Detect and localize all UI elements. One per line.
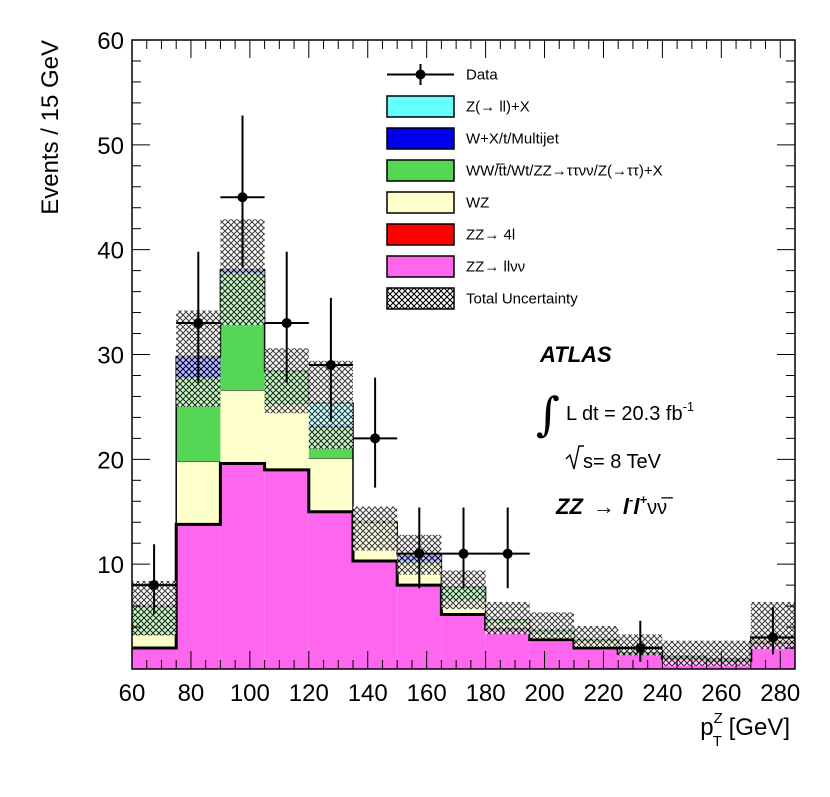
axes: 60 80 100 120 140 160 180 200 220 240 260 280 10 20 30… bbox=[97, 28, 800, 707]
stack-bar bbox=[264, 469, 309, 669]
legend-swatch bbox=[386, 223, 455, 246]
data-point bbox=[149, 580, 160, 591]
luminosity-label: ∫ L dt = 20.3 fb-1 bbox=[536, 387, 694, 441]
stack-bar bbox=[397, 585, 442, 669]
x-axis-title: pZ T [GeV] bbox=[700, 710, 790, 750]
legend-swatch bbox=[386, 127, 455, 150]
legend-swatch-hatch bbox=[386, 287, 455, 310]
x-tick-label: 180 bbox=[466, 680, 506, 707]
stack-bar bbox=[264, 403, 309, 469]
legend-label: WZ bbox=[466, 195, 489, 212]
uncertainty-band bbox=[353, 506, 398, 551]
y-tick-label: 40 bbox=[97, 238, 124, 265]
stack-bar bbox=[485, 629, 530, 669]
x-tick-label: 60 bbox=[119, 680, 146, 707]
data-points bbox=[132, 115, 795, 662]
data-point bbox=[458, 548, 469, 559]
data-point bbox=[193, 318, 204, 329]
stack-bar bbox=[308, 458, 353, 511]
data-point bbox=[414, 548, 425, 559]
legend-label: Total Uncertainty bbox=[466, 291, 578, 308]
stack-bar bbox=[132, 634, 177, 647]
legend-label: WW/t̅t/Wt/ZZ→ττνν/Z(→ττ)+X bbox=[466, 163, 663, 180]
uncertainty-band bbox=[529, 612, 574, 639]
legend-swatch bbox=[386, 159, 455, 182]
stack-bar bbox=[220, 463, 265, 669]
y-tick-label: 30 bbox=[97, 343, 124, 370]
x-tick-label: 80 bbox=[178, 680, 205, 707]
data-point bbox=[635, 643, 646, 654]
data-point bbox=[767, 632, 778, 643]
legend-label: ZZ→ llνν bbox=[466, 259, 525, 276]
stack-bar bbox=[132, 648, 177, 669]
experiment-label: ATLAS bbox=[539, 342, 612, 367]
uncertainty-band bbox=[706, 640, 751, 666]
legend-swatch bbox=[386, 255, 455, 278]
x-tick-label: 220 bbox=[583, 680, 623, 707]
legend-swatch bbox=[386, 191, 455, 214]
stack-bar bbox=[529, 639, 574, 669]
y-axis-title: Events / 15 GeV bbox=[37, 40, 64, 215]
legend-data-marker bbox=[415, 69, 426, 80]
x-tick-label: 240 bbox=[642, 680, 682, 707]
uncertainty-band bbox=[574, 626, 619, 647]
legend-label: Z(→ ll)+X bbox=[466, 99, 530, 116]
svg-text:s= 8 TeV: s= 8 TeV bbox=[583, 451, 662, 473]
stack-bar bbox=[441, 614, 486, 669]
data-point bbox=[502, 548, 513, 559]
legend-swatch bbox=[386, 95, 455, 118]
legend-label: ZZ→ 4l bbox=[466, 227, 515, 244]
uncertainty-band bbox=[485, 601, 530, 635]
legend-label: Data bbox=[466, 67, 498, 84]
y-tick-label: 10 bbox=[97, 552, 124, 579]
data-point bbox=[281, 318, 292, 329]
data-point bbox=[237, 192, 248, 203]
x-tick-label: 100 bbox=[230, 680, 270, 707]
x-tick-label: 200 bbox=[525, 680, 565, 707]
uncertainty-band bbox=[662, 640, 707, 666]
x-tick-label: 280 bbox=[760, 680, 800, 707]
svg-text:L dt = 20.3 fb-1: L dt = 20.3 fb-1 bbox=[566, 399, 694, 425]
x-tick-label: 120 bbox=[289, 680, 329, 707]
channel-label: ZZ → l-l+νν̅ bbox=[555, 492, 673, 519]
stack-bar bbox=[176, 461, 221, 524]
stack-bar bbox=[308, 511, 353, 669]
x-tick-label: 140 bbox=[348, 680, 388, 707]
y-tick-label: 60 bbox=[97, 28, 124, 55]
energy-label: s= 8 TeV bbox=[565, 445, 662, 473]
y-tick-label: 20 bbox=[97, 447, 124, 474]
data-point bbox=[325, 359, 336, 370]
x-tick-label: 160 bbox=[407, 680, 447, 707]
x-tick-label: 260 bbox=[701, 680, 741, 707]
stack-bar bbox=[353, 561, 398, 669]
y-tick-label: 50 bbox=[97, 133, 124, 160]
integral-sign-icon: ∫ bbox=[536, 387, 560, 441]
stack-bar bbox=[176, 524, 221, 669]
stack-bar bbox=[220, 390, 265, 463]
legend-label: W+X/t/Multijet bbox=[466, 131, 560, 148]
sqrt-sign-icon bbox=[565, 445, 584, 470]
legend: Data Z(→ ll)+X W+X/t/Multijet WW/t̅t/Wt/ZZ→… bbox=[386, 64, 663, 310]
stack-bar bbox=[574, 648, 619, 669]
data-point bbox=[370, 433, 381, 444]
